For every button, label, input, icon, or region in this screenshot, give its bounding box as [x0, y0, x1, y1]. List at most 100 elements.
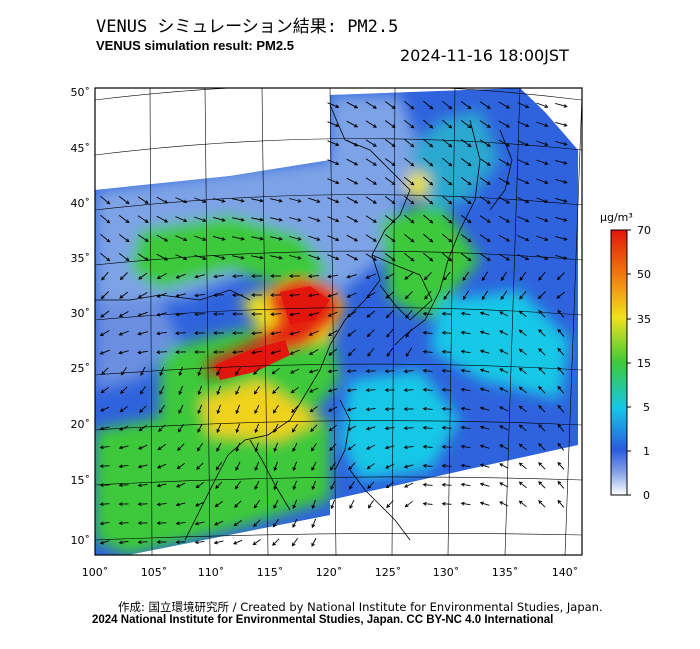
- wind-arrowhead: [272, 541, 277, 546]
- wind-arrow: [100, 330, 110, 336]
- wind-arrowhead: [289, 274, 294, 278]
- colorbar-tick: 15: [637, 357, 651, 370]
- wind-arrow: [348, 462, 356, 470]
- wind-arrowhead: [429, 105, 434, 110]
- wind-arrowhead: [384, 426, 389, 431]
- title-english: VENUS simulation result: PM2.5: [96, 38, 294, 53]
- wind-arrowhead: [448, 219, 453, 224]
- wind-arrow: [100, 195, 110, 205]
- wind-arrowhead: [308, 274, 313, 279]
- wind-arrowhead: [518, 348, 523, 353]
- wind-arrow: [499, 330, 509, 336]
- wind-arrow: [119, 330, 129, 336]
- wind-arrow: [557, 329, 565, 337]
- wind-arrow: [367, 347, 375, 357]
- wind-arrowhead: [118, 350, 123, 355]
- colorbar-tick: 35: [637, 313, 651, 326]
- wind-arrowhead: [518, 386, 523, 391]
- wind-arrow: [100, 310, 110, 318]
- wind-arrow: [270, 217, 282, 221]
- wind-arrowhead: [563, 104, 568, 108]
- wind-arrow: [139, 425, 147, 431]
- wind-arrowhead: [518, 310, 523, 315]
- wind-arrowhead: [479, 406, 484, 411]
- wind-arrow: [100, 406, 110, 412]
- wind-arrowhead: [106, 238, 111, 243]
- wind-arrow: [138, 311, 148, 317]
- wind-arrow: [197, 404, 203, 414]
- wind-arrow: [289, 255, 301, 259]
- wind-arrow: [273, 423, 279, 433]
- wind-arrow: [308, 197, 320, 203]
- wind-arrowhead: [479, 444, 484, 449]
- wind-arrow: [235, 442, 241, 452]
- wind-arrowhead: [441, 425, 446, 430]
- wind-arrow: [442, 195, 452, 205]
- wind-arrowhead: [518, 424, 523, 429]
- wind-arrowhead: [538, 481, 543, 485]
- wind-arrowhead: [391, 162, 396, 167]
- wind-arrow: [330, 499, 336, 509]
- wind-arrow: [499, 406, 509, 412]
- wind-arrowhead: [538, 310, 543, 314]
- wind-arrowhead: [144, 257, 149, 261]
- wind-arrow: [423, 465, 433, 467]
- wind-arrowhead: [557, 461, 562, 466]
- wind-arrow: [442, 389, 452, 391]
- wind-arrowhead: [311, 466, 315, 471]
- wind-arrow: [100, 349, 110, 355]
- wind-arrow: [538, 271, 546, 281]
- wind-arrowhead: [106, 200, 111, 205]
- wind-arrow: [289, 236, 301, 240]
- wind-arrow: [309, 349, 319, 355]
- wind-arrow: [385, 445, 395, 449]
- wind-arrow: [384, 215, 396, 223]
- wind-arrow: [194, 235, 206, 241]
- wind-arrowhead: [462, 295, 467, 300]
- wind-arrowhead: [194, 312, 199, 317]
- wind-arrow: [347, 388, 357, 392]
- wind-arrow: [499, 444, 509, 450]
- wind-arrowhead: [538, 424, 543, 428]
- wind-arrow: [270, 313, 282, 315]
- wind-arrow: [139, 405, 147, 413]
- wind-arrow: [423, 389, 433, 391]
- wind-arrowhead: [158, 427, 163, 432]
- wind-arrowhead: [505, 218, 511, 223]
- wind-arrow: [118, 196, 130, 204]
- wind-arrow: [386, 481, 394, 489]
- wind-arrow: [293, 480, 297, 490]
- wind-arrowhead: [518, 405, 523, 410]
- wind-arrow: [442, 157, 452, 167]
- wind-arrow: [519, 348, 527, 356]
- wind-arrowhead: [214, 522, 219, 526]
- wind-arrow: [308, 254, 320, 260]
- wind-arrowhead: [156, 331, 161, 336]
- wind-arrow: [461, 350, 471, 354]
- wind-arrowhead: [329, 447, 334, 451]
- wind-arrowhead: [525, 161, 530, 166]
- wind-arrowhead: [118, 313, 123, 317]
- wind-arrow: [538, 481, 546, 489]
- wind-arrowhead: [538, 348, 543, 352]
- wind-arrowhead: [448, 200, 453, 205]
- wind-arrow: [423, 503, 433, 505]
- wind-arrow: [291, 386, 299, 394]
- wind-arrowhead: [272, 523, 277, 528]
- wind-arrow: [137, 196, 149, 204]
- wind-arrowhead: [467, 124, 472, 129]
- wind-arrowhead: [335, 180, 340, 185]
- wind-arrow: [232, 217, 244, 221]
- wind-arrow: [290, 349, 300, 355]
- wind-arrow: [423, 252, 433, 262]
- lon-label: 115˚: [257, 566, 284, 579]
- wind-arrowhead: [467, 143, 472, 148]
- wind-arrowhead: [557, 366, 562, 371]
- wind-arrow: [405, 291, 413, 299]
- wind-arrow: [214, 520, 224, 526]
- wind-arrowhead: [422, 349, 427, 354]
- wind-arrowhead: [270, 331, 275, 336]
- wind-arrowhead: [259, 217, 264, 222]
- wind-arrowhead: [422, 444, 427, 449]
- wind-arrow: [423, 351, 433, 353]
